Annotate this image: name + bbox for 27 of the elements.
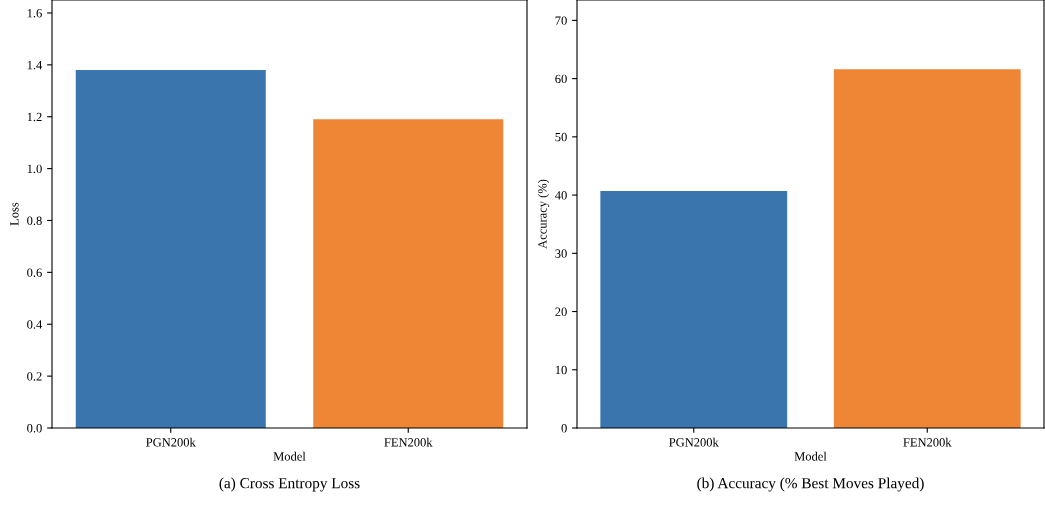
y-tick-label: 1.4 — [27, 60, 43, 70]
x-tick-label: PGN200k — [146, 437, 196, 447]
x-tick-label: PGN200k — [669, 437, 719, 447]
x-tick-label: FEN200k — [903, 437, 952, 447]
x-tick-label: FEN200k — [384, 437, 433, 447]
y-tick-label: 60 — [555, 74, 567, 84]
x-axis-title: Model — [794, 451, 827, 461]
y-tick-label: 10 — [555, 365, 567, 375]
text: (a) Cross Entropy Loss — [219, 477, 360, 492]
y-tick-label: 0.8 — [27, 216, 42, 225]
y-tick-label: 1.0 — [27, 164, 42, 174]
y-tick-label: 30 — [555, 249, 567, 258]
y-tick-label: 1.2 — [27, 112, 42, 122]
y-axis-title: Accuracy (%) — [537, 179, 550, 249]
text: (b) Accuracy (% Best Moves Played) — [697, 477, 924, 492]
y-tick-label: 0 — [561, 424, 567, 433]
y-tick-label: 0.2 — [27, 372, 42, 381]
y-tick-label: 20 — [555, 307, 567, 316]
y-tick-label: 1.6 — [27, 9, 42, 18]
y-tick-label: 40 — [555, 191, 567, 200]
x-axis-title: Model — [273, 451, 306, 461]
y-tick-label: 70 — [555, 16, 567, 25]
y-axis-title: Loss — [10, 202, 19, 226]
y-tick-label: 50 — [555, 132, 567, 142]
y-tick-label: 0.4 — [27, 320, 43, 329]
y-tick-label: 0.6 — [27, 268, 42, 277]
y-tick-label: 0.0 — [27, 424, 42, 433]
